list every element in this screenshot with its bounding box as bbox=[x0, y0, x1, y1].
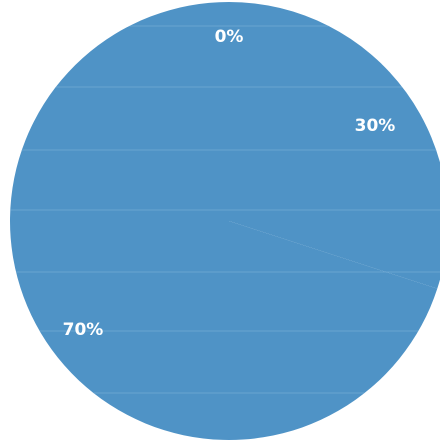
slice-label-0: 0% bbox=[215, 27, 244, 47]
slice-label-2: 70% bbox=[63, 320, 104, 340]
slice-labels: 0% 30% 70% bbox=[63, 27, 396, 340]
pie-slices bbox=[9, 2, 440, 440]
pie-slice-1 bbox=[229, 2, 440, 289]
slice-label-1: 30% bbox=[355, 116, 396, 136]
